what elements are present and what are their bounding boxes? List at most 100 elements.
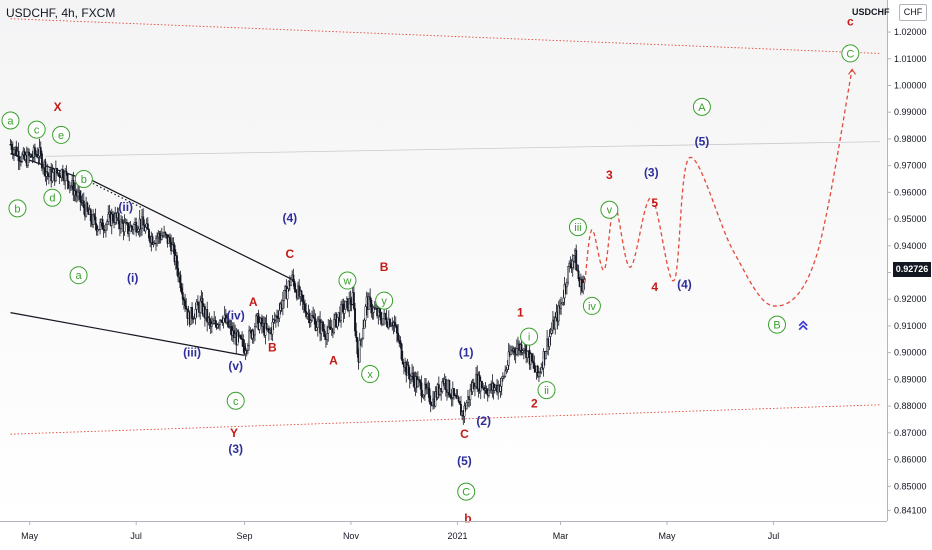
- wave-label-circle: [27, 120, 46, 139]
- candle-body: [191, 307, 194, 319]
- candle-body: [305, 310, 308, 317]
- symbol-short-label: USDCHF: [852, 7, 890, 17]
- candle-body: [135, 221, 138, 233]
- candle-body: [539, 371, 542, 374]
- candle-body: [550, 329, 553, 334]
- candle-body: [314, 318, 317, 331]
- candle-body: [128, 230, 131, 234]
- y-tick-label: 0.86000: [894, 455, 927, 465]
- wave-label: (i): [127, 271, 138, 285]
- wave-label-text: (1): [459, 346, 474, 360]
- candle-body: [572, 255, 575, 262]
- wave-label-circle: [520, 327, 539, 346]
- candle-body: [562, 297, 565, 303]
- wave-label: C: [457, 482, 476, 501]
- candle-body: [499, 386, 502, 392]
- candle-body: [352, 292, 355, 309]
- candle-body: [427, 387, 430, 389]
- candle-body: [206, 309, 209, 323]
- wave-label-text: 2: [531, 396, 538, 410]
- candle-body: [44, 161, 47, 177]
- candle-body: [70, 185, 72, 187]
- candle-body: [544, 351, 547, 360]
- candle-body: [465, 402, 468, 410]
- wave-label-text: (v): [228, 359, 243, 373]
- wave-label: b: [74, 170, 93, 189]
- wave-label: B: [268, 340, 277, 354]
- currency-button[interactable]: CHF: [899, 4, 927, 21]
- y-tick-label: 0.88000: [894, 401, 927, 411]
- y-tick-label: 0.92000: [894, 294, 927, 304]
- wave-label: (iv): [227, 308, 245, 322]
- y-tick-label: 0.99000: [894, 107, 927, 117]
- candle-body: [315, 327, 318, 331]
- candle-body: [194, 309, 197, 319]
- wave-label: i: [520, 327, 539, 346]
- candle-body: [40, 153, 43, 169]
- candle-body: [567, 266, 570, 283]
- wave-label: C: [286, 247, 295, 261]
- y-tick-label: 0.95000: [894, 214, 927, 224]
- candle-body: [79, 190, 82, 202]
- candle-body: [455, 395, 458, 399]
- y-tick-label: 0.91000: [894, 321, 927, 331]
- candle-body: [56, 168, 58, 174]
- candle-body: [460, 404, 462, 416]
- candle-body: [67, 180, 70, 188]
- wave-label: d: [43, 188, 62, 207]
- candle-body: [561, 302, 564, 305]
- wave-label-text: Y: [230, 426, 238, 440]
- wave-label: a: [69, 266, 88, 285]
- wave-label-text: i: [528, 332, 530, 344]
- last-price-tag: 0.92726: [893, 262, 931, 277]
- candle-body: [248, 330, 251, 347]
- candle-body: [577, 270, 580, 280]
- wave-label: v: [600, 200, 619, 219]
- wave-label: x: [361, 365, 380, 384]
- wave-label-text: (2): [476, 414, 491, 428]
- x-tick-label: 2021: [447, 531, 467, 541]
- candle-body: [82, 200, 85, 209]
- candle-body: [323, 330, 326, 337]
- candle-body: [368, 296, 370, 310]
- y-tick-label: 1.00000: [894, 80, 927, 90]
- candle-body: [473, 386, 476, 390]
- wave-label-circle: [692, 97, 711, 116]
- chevron-upper: [798, 320, 808, 327]
- candle-body: [395, 325, 398, 334]
- candle-body: [127, 222, 129, 234]
- wave-label-text: (ii): [118, 200, 133, 214]
- wave-label-circle: [582, 296, 601, 315]
- candle-body: [333, 319, 336, 333]
- wave-label: (2): [476, 414, 491, 428]
- candle-body: [237, 331, 240, 337]
- candle-body: [554, 317, 557, 330]
- candle-body: [342, 303, 345, 314]
- candle-body: [354, 308, 356, 332]
- wave-label-circle: [361, 365, 380, 384]
- candle-body: [54, 168, 57, 182]
- y-tick-label: 1.02000: [894, 27, 927, 37]
- wave-label-text: b: [464, 511, 471, 525]
- candle-body: [472, 382, 475, 390]
- grid-layer: [0, 0, 887, 521]
- wave-label-text: (5): [457, 454, 472, 468]
- wave-label: iii: [568, 218, 587, 237]
- candle-body: [565, 282, 568, 288]
- candle-body: [423, 383, 426, 396]
- candle-body: [521, 350, 524, 353]
- wave-label: Y: [230, 426, 238, 440]
- wave-label: y: [375, 291, 394, 310]
- wave-label-circle: [375, 291, 394, 310]
- candle-body: [294, 288, 297, 292]
- candle-body: [316, 320, 319, 328]
- candle-body: [531, 353, 533, 362]
- candle-body: [66, 173, 69, 182]
- candle-body: [304, 304, 306, 312]
- candle-body: [492, 383, 495, 391]
- candle-body: [101, 219, 104, 230]
- candle-body: [536, 365, 539, 377]
- candle-body: [265, 323, 268, 329]
- candle-body: [385, 317, 388, 325]
- wave-label-circle: [1, 111, 20, 130]
